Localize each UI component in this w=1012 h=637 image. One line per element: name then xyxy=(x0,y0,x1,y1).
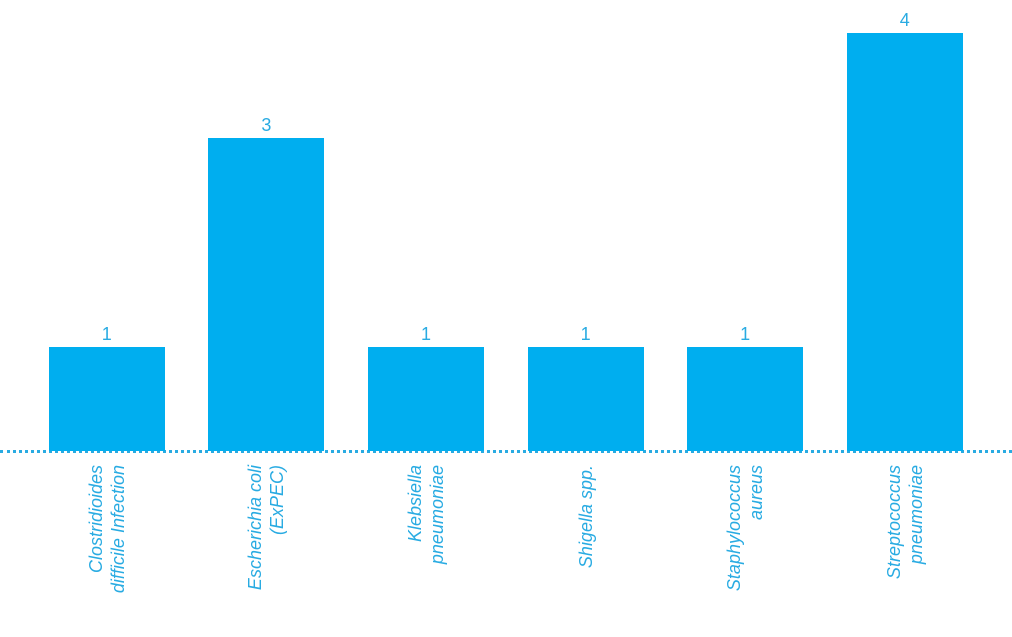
x-tick-label: Staphylococcus aureus xyxy=(724,465,767,592)
x-tick-label: Escherichia coli (ExPEC) xyxy=(245,465,288,591)
bar xyxy=(846,33,963,451)
value-label: 3 xyxy=(261,114,272,135)
x-tick-label: Klebsiella pneumoniae xyxy=(405,465,447,565)
value-label: 1 xyxy=(580,323,591,344)
bar xyxy=(368,346,484,451)
x-tick-label: Shigella spp. xyxy=(575,465,596,569)
x-tick-label: Streptococcus pneumoniae xyxy=(883,465,926,580)
x-tick-label: Clostridioides difficile Infection xyxy=(85,465,128,594)
value-label: 1 xyxy=(101,323,112,344)
bar xyxy=(687,346,804,451)
value-label: 4 xyxy=(899,10,910,30)
bar xyxy=(527,346,644,451)
value-label: 1 xyxy=(420,323,431,344)
baseline xyxy=(0,450,1012,453)
bar xyxy=(48,346,165,451)
value-label: 1 xyxy=(740,323,751,344)
bar xyxy=(208,137,325,451)
